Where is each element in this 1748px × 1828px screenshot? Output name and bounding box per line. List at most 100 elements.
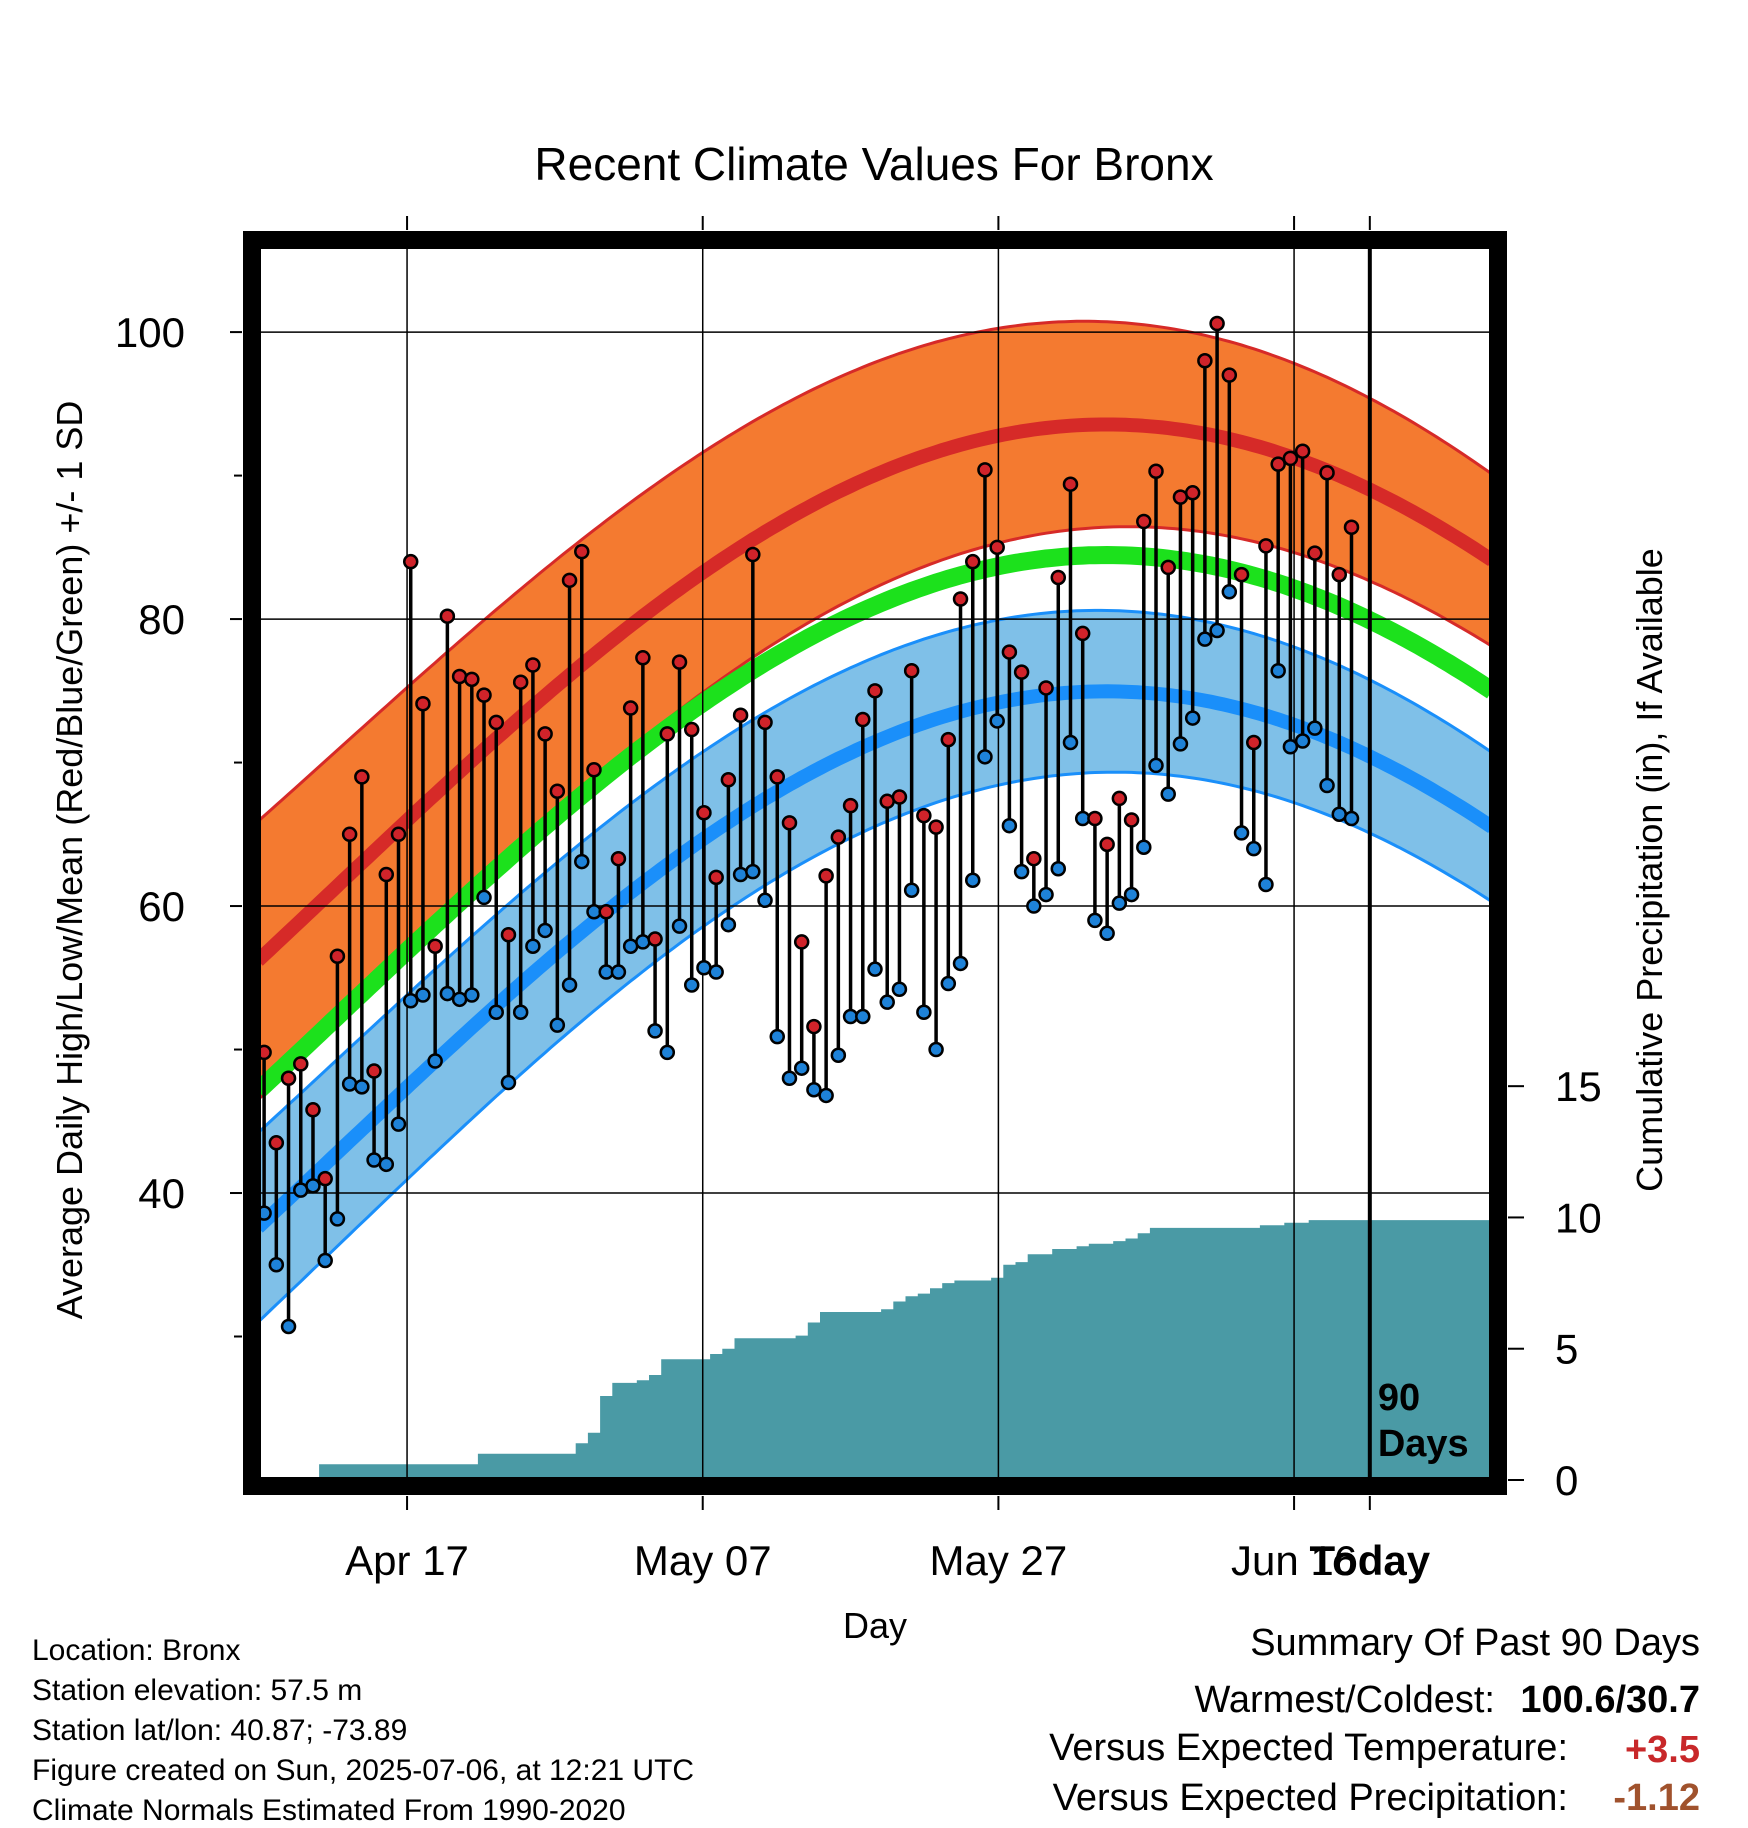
- y-tick-label: 80: [138, 596, 185, 643]
- summary-temp-label: Versus Expected Temperature:: [1049, 1727, 1568, 1769]
- high-point: [989, 539, 1005, 556]
- high-point: [598, 904, 614, 920]
- high-point: [1184, 485, 1201, 501]
- low-point: [1282, 739, 1299, 755]
- today-days-label: 90 Days: [1378, 1377, 1469, 1465]
- chart-title: Recent Climate Values For Bronx: [534, 138, 1213, 190]
- high-point: [268, 1135, 285, 1151]
- plot-content: 90 Days: [258, 246, 1492, 1480]
- low-point: [977, 749, 993, 765]
- high-point: [390, 826, 407, 843]
- low-point: [1111, 895, 1128, 911]
- high-point: [1282, 450, 1299, 467]
- high-point: [1148, 463, 1164, 480]
- low-point: [537, 922, 553, 939]
- low-point: [305, 1178, 321, 1194]
- high-point: [525, 657, 541, 673]
- low-point: [1062, 734, 1079, 751]
- high-point: [732, 707, 749, 723]
- low-point: [1099, 925, 1115, 942]
- low-point: [1184, 710, 1201, 726]
- low-point: [476, 889, 492, 906]
- info-location: Location: Bronx: [32, 1634, 240, 1667]
- low-point: [1270, 662, 1286, 679]
- low-point: [415, 987, 431, 1003]
- low-point: [806, 1081, 822, 1098]
- high-point: [1319, 464, 1335, 481]
- high-point: [818, 868, 834, 884]
- low-point: [940, 975, 957, 992]
- low-point: [903, 882, 920, 899]
- high-point: [415, 695, 431, 712]
- high-point: [439, 608, 456, 624]
- low-point: [1038, 886, 1054, 903]
- high-point: [1221, 367, 1238, 383]
- station-info: Location: Bronx Station elevation: 57.5 …: [32, 1634, 694, 1827]
- low-point: [1307, 720, 1323, 736]
- low-point: [952, 955, 969, 972]
- high-point: [830, 829, 847, 845]
- high-point: [512, 674, 529, 690]
- low-point: [1258, 876, 1274, 893]
- high-point: [769, 769, 786, 785]
- high-point: [1099, 836, 1115, 853]
- high-point: [855, 711, 871, 728]
- high-point: [781, 815, 798, 831]
- high-point: [1013, 664, 1030, 680]
- low-point: [1209, 622, 1225, 639]
- low-point: [867, 961, 883, 977]
- low-point: [1246, 840, 1262, 857]
- low-point: [1148, 757, 1164, 774]
- high-point: [610, 850, 627, 867]
- high-point: [1050, 569, 1067, 586]
- low-point: [268, 1257, 285, 1273]
- x-tick-label: Today: [1310, 1537, 1431, 1584]
- x-tick-label: May 07: [634, 1537, 772, 1584]
- low-point: [1123, 886, 1140, 903]
- high-point: [647, 931, 663, 947]
- high-point: [1343, 519, 1360, 535]
- high-point: [696, 805, 712, 821]
- summary-panel: Summary Of Past 90 Days Warmest/Coldest:…: [1049, 1622, 1700, 1819]
- y-axis-label: Average Daily High/Low/Mean (Red/Blue/Gr…: [49, 401, 90, 1320]
- high-point: [317, 1170, 333, 1187]
- low-point: [879, 994, 895, 1010]
- low-point: [329, 1211, 346, 1227]
- today-days-label-line: 90: [1378, 1377, 1420, 1419]
- low-point: [818, 1087, 834, 1104]
- high-point: [952, 591, 969, 607]
- low-point: [855, 1008, 871, 1025]
- high-point: [671, 654, 688, 670]
- low-point: [891, 981, 908, 998]
- high-point: [977, 462, 993, 478]
- high-point: [1074, 625, 1091, 642]
- low-point: [512, 1004, 529, 1020]
- high-point: [549, 783, 566, 800]
- low-point: [683, 977, 700, 993]
- high-point: [341, 826, 358, 843]
- low-point: [1172, 736, 1189, 752]
- high-point: [354, 769, 370, 785]
- y-tick-label: 100: [115, 309, 185, 356]
- high-point: [1026, 850, 1042, 867]
- low-point: [659, 1044, 676, 1061]
- high-point: [1123, 812, 1140, 828]
- info-elevation: Station elevation: 57.5 m: [32, 1674, 362, 1707]
- low-point: [1233, 825, 1250, 841]
- low-point: [830, 1047, 847, 1064]
- low-point: [1087, 912, 1103, 929]
- low-point: [280, 1318, 297, 1335]
- high-point: [683, 721, 700, 738]
- high-point: [561, 572, 578, 589]
- high-point: [1294, 443, 1311, 459]
- high-point: [476, 687, 492, 703]
- high-point: [1270, 456, 1286, 472]
- high-point: [1258, 538, 1274, 554]
- low-point: [341, 1076, 358, 1092]
- high-point: [1160, 559, 1176, 576]
- info-normals: Climate Normals Estimated From 1990-2020: [32, 1794, 626, 1827]
- low-point: [708, 964, 724, 980]
- high-point: [745, 546, 761, 563]
- low-point: [610, 964, 627, 980]
- high-point: [305, 1102, 321, 1118]
